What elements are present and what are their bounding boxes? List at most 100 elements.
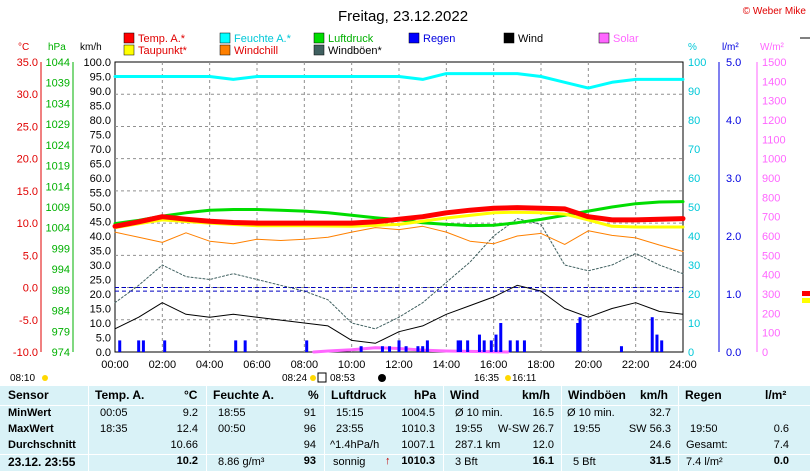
right-swatch-yellow <box>802 298 810 303</box>
wind-current-value: 16.1 <box>532 455 554 467</box>
wind-tick-label: 50.0 <box>90 202 111 214</box>
hum-tick-label: 30 <box>688 260 700 272</box>
press-tick-label: 974 <box>52 347 70 359</box>
wind-axis: 100.0 95.0 90.0 85.0 80.0 75.0 70.0 65.0 60.0 55.… <box>83 57 111 359</box>
hdr-hum: Feuchte A. <box>213 388 274 402</box>
legend-label-press: Luftdruck <box>328 33 374 45</box>
gust-bft: 5 Bft <box>573 456 596 468</box>
series-line-windb-en <box>114 218 684 330</box>
temp-unit-label: °C <box>18 42 29 53</box>
press-tick-label: 1034 <box>46 98 70 110</box>
wind-tick-label: 100.0 <box>83 57 111 69</box>
rain-bar <box>499 323 503 352</box>
time-tick-label: 04:00 <box>196 359 224 371</box>
solar-tick-label: 900 <box>762 173 780 185</box>
rain-bar <box>576 323 580 352</box>
press-forecast: sonnig <box>333 456 366 468</box>
hdr-hum-unit: % <box>308 388 319 402</box>
press-unit-label: hPa <box>48 42 66 53</box>
wind-tick-label: 45.0 <box>90 217 111 229</box>
legend-label-windchill: Windchill <box>234 45 278 57</box>
press-tick-label: 1019 <box>46 161 70 173</box>
solar-tick-label: 0 <box>762 347 768 359</box>
press-max-value: 1010.3 <box>401 423 435 435</box>
gust-avg-value: 24.6 <box>649 439 671 451</box>
stats-table: Sensor Temp. A. °C Feuchte A. % Luftdruc… <box>0 386 810 471</box>
rain-bar <box>466 340 470 352</box>
temp-axis: 35.0 30.0 25.0 20.0 15.0 10.0 5.0 0.0 -5.0 -10.0 <box>13 57 38 359</box>
wind-tick-label: 25.0 <box>90 275 111 287</box>
legend-label-gusts: Windböen* <box>328 45 383 57</box>
hum-max-time: 00:50 <box>218 423 246 435</box>
press-tick-label: 1024 <box>46 140 70 152</box>
hum-tick-label: 20 <box>688 289 700 301</box>
hum-unit-label: % <box>688 42 697 53</box>
legend-label-hum: Feuchte A.* <box>234 33 292 45</box>
row-label-avg: Durchschnitt <box>8 439 76 451</box>
gust-avg-label: Ø 10 min. <box>567 407 615 419</box>
hum-min-value: 91 <box>303 407 316 419</box>
wind-max-value: W-SW 26.7 <box>497 423 554 435</box>
rain-unit-label: l/m² <box>722 42 739 53</box>
time-tick-label: 00:00 <box>101 359 129 371</box>
rain-bar <box>388 346 392 352</box>
wind-tick-label: 30.0 <box>90 260 111 272</box>
solar-tick-label: 200 <box>762 308 780 320</box>
temp-tick-label: 15.0 <box>17 186 38 198</box>
rain-bar <box>137 340 141 352</box>
gust-max-time: 19:55 <box>573 423 601 435</box>
press-current-value: 1010.3 <box>401 455 435 467</box>
time-tick-label: 16:00 <box>480 359 508 371</box>
col-sep <box>561 386 562 471</box>
press-tick-label: 984 <box>52 306 70 318</box>
rain-bar <box>489 340 493 352</box>
wind-max-time: 19:55 <box>455 423 483 435</box>
hum-tick-label: 90 <box>688 86 700 98</box>
series-group <box>112 72 686 354</box>
solar-tick-label: 600 <box>762 231 780 243</box>
solar-unit-label: W/m² <box>760 42 785 53</box>
press-max-time: 23:55 <box>336 423 364 435</box>
hum-tick-label: 0 <box>688 347 694 359</box>
hum-tick-label: 70 <box>688 144 700 156</box>
time-tick-label: 08:00 <box>291 359 319 371</box>
hdr-temp-unit: °C <box>184 388 198 402</box>
press-tick-label: 994 <box>52 264 70 276</box>
rain-bar <box>459 340 463 352</box>
temp-tick-label: 35.0 <box>17 57 38 69</box>
legend-label-dewpoint: Taupunkt* <box>138 45 188 57</box>
rain-tick-label: 0.0 <box>726 347 741 359</box>
col-sep <box>88 386 89 471</box>
press-axis: 1044 1039 1034 1029 1024 1019 1014 1009 1004 999 9… <box>46 57 70 359</box>
wind-avg10-value: 16.5 <box>532 407 554 419</box>
moonrise-label: 08:53 <box>330 373 355 384</box>
time-tick-label: 06:00 <box>243 359 271 371</box>
rain-bar <box>305 340 309 352</box>
rain-tick-label: 4.0 <box>726 115 741 127</box>
temp-min-time: 00:05 <box>100 407 128 419</box>
weather-chart: Freitag, 23.12.2022 © Weber Mike Temp. A… <box>10 6 810 384</box>
wind-tick-label: 60.0 <box>90 173 111 185</box>
wind-tick-label: 90.0 <box>90 86 111 98</box>
temp-avg-value: 10.66 <box>170 439 198 451</box>
time-tick-label: 10:00 <box>338 359 366 371</box>
wind-unit-label: km/h <box>80 42 102 53</box>
row-sep <box>0 405 810 406</box>
rain-tick-label: 5.0 <box>726 57 741 69</box>
col-sep <box>443 386 444 471</box>
wind-tick-label: 10.0 <box>90 318 111 330</box>
chart-title: Freitag, 23.12.2022 <box>338 8 468 25</box>
legend-swatch-windchill <box>219 44 231 56</box>
press-tick-label: 979 <box>52 326 70 338</box>
press-tick-label: 1004 <box>46 223 70 235</box>
row-sep <box>0 454 810 455</box>
row-label-min: MinWert <box>8 407 52 419</box>
rain-max-value: 0.6 <box>773 423 789 435</box>
gust-avg10-value: 32.7 <box>649 407 671 419</box>
rain-bar <box>359 346 363 352</box>
temp-tick-label: 10.0 <box>17 218 38 230</box>
rain-bar <box>234 340 238 352</box>
temp-tick-label: 5.0 <box>23 250 38 262</box>
press-trend: ^1.4hPa/h <box>330 439 380 451</box>
copyright-label: © Weber Mike <box>743 6 807 17</box>
